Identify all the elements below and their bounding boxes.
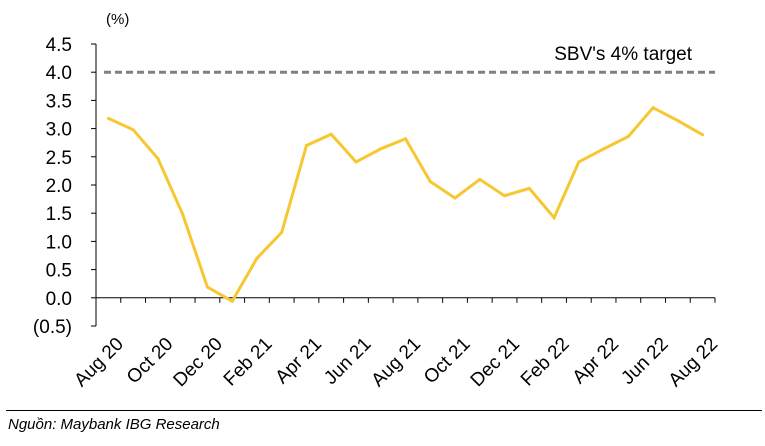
data-point	[577, 160, 581, 164]
data-point	[404, 137, 407, 141]
x-tick-label: Oct 21	[420, 334, 474, 388]
data-point	[329, 132, 333, 136]
data-point	[478, 177, 482, 181]
x-tick-label: Jun 21	[320, 334, 375, 389]
y-tick-label: 0.0	[46, 289, 72, 310]
data-point	[106, 116, 110, 120]
x-tick-label: Apr 22	[569, 334, 623, 388]
y-tick-label: 3.0	[46, 120, 72, 141]
y-unit-label: (%)	[106, 11, 129, 28]
y-tick-label: 1.0	[46, 232, 72, 253]
x-tick-label: Apr 21	[272, 334, 326, 388]
x-tick-label: Aug 21	[368, 334, 425, 391]
data-point	[428, 180, 432, 184]
y-tick-label: 2.0	[46, 176, 72, 197]
y-tick-label: 0.5	[46, 261, 72, 282]
y-axis: (0.5) 0.0 0.5 1.0 1.5 2.0 2.5 3.0 3.5 4.0 4.5	[33, 35, 97, 338]
x-tick-label: Jun 22	[617, 334, 672, 389]
data-point	[230, 299, 234, 303]
y-tick-label: 2.5	[46, 148, 72, 169]
y-tick-label: 4.0	[46, 63, 72, 84]
data-point	[205, 285, 209, 289]
target-reference: SBV's 4% target	[104, 44, 715, 74]
source-note: Nguồn: Maybank IBG Research	[8, 416, 220, 433]
data-point	[304, 144, 308, 148]
data-point	[280, 230, 284, 234]
data-point	[602, 147, 606, 151]
data-point	[255, 256, 259, 260]
x-tick-label: Dec 21	[467, 334, 524, 391]
inflation-line-chart: (0.5) 0.0 0.5 1.0 1.5 2.0 2.5 3.0 3.5 4.0 4.5 Aug …	[33, 11, 722, 391]
data-point	[651, 106, 655, 110]
target-label: SBV's 4% target	[554, 44, 692, 65]
data-point	[131, 128, 135, 132]
y-tick-label: 1.5	[46, 204, 72, 225]
series-layer	[106, 105, 705, 304]
x-tick-label: Dec 20	[170, 334, 227, 391]
x-tick-label: Aug 20	[70, 334, 127, 391]
series-line	[107, 105, 704, 304]
data-point	[527, 186, 531, 190]
data-point	[626, 134, 630, 138]
source-divider	[6, 410, 762, 411]
data-point	[503, 194, 507, 198]
data-point	[156, 156, 160, 160]
x-tick-label: Aug 22	[665, 334, 722, 391]
y-tick-label: (0.5)	[33, 317, 72, 338]
y-tick-label: 4.5	[46, 35, 72, 56]
data-point	[181, 212, 185, 216]
data-point	[701, 133, 705, 137]
x-tick-label: Feb 22	[517, 334, 574, 391]
data-point	[552, 216, 556, 220]
data-point	[354, 160, 358, 164]
data-point	[676, 119, 680, 123]
data-point	[453, 196, 457, 200]
data-point	[379, 147, 383, 151]
y-tick-label: 3.5	[46, 91, 72, 112]
x-tick-label: Oct 20	[123, 334, 177, 388]
x-tick-label: Feb 21	[220, 334, 277, 391]
